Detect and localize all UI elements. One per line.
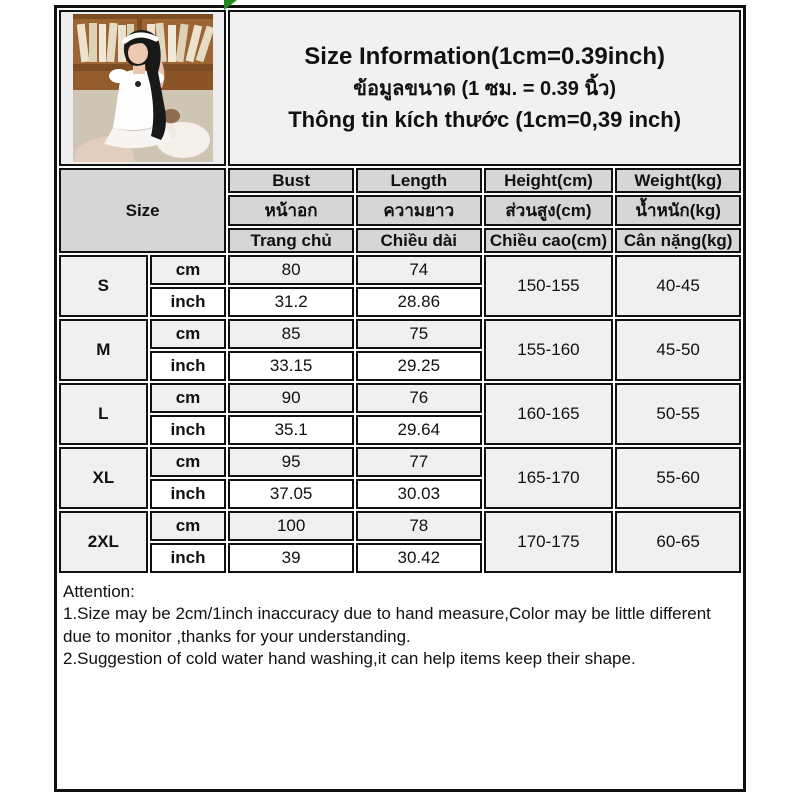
header-weight-vi: Cân nặng(kg) (615, 228, 741, 253)
xl-height: 165-170 (483, 447, 614, 509)
header-height-th: ส่วนสูง(cm) (483, 195, 614, 226)
header-bust-th: หน้าอก (228, 195, 354, 226)
l-length-inch: 29.64 (355, 415, 482, 445)
row-s-cm: S cm 80 74 150-155 40-45 (59, 255, 741, 317)
unit-inch: inch (149, 479, 227, 509)
header-bust-vi: Trang chủ (228, 228, 354, 253)
row-xl-inch: inch 37.05 30.03 (59, 479, 741, 509)
header-bust-en: Bust (228, 168, 354, 193)
m-bust-inch: 33.15 (228, 351, 354, 381)
row-m-inch: inch 33.15 29.25 (59, 351, 741, 381)
l-bust-inch: 35.1 (228, 415, 354, 445)
green-corner-marker (224, 0, 237, 10)
l-bust-cm: 90 (228, 383, 354, 413)
attention-section: Attention: 1.Size may be 2cm/1inch inacc… (57, 575, 743, 671)
books (76, 22, 213, 63)
unit-cm: cm (149, 255, 227, 285)
unit-inch: inch (149, 287, 227, 317)
2xl-bust-inch: 39 (228, 543, 354, 573)
row-2xl-inch: inch 39 30.42 (59, 543, 741, 573)
header-weight-th: น้ำหนัก(kg) (615, 195, 741, 226)
top-row: Size Information(1cm=0.39inch) ข้อมูลขนา… (59, 10, 741, 166)
s-bust-inch: 31.2 (228, 287, 354, 317)
2xl-length-cm: 78 (355, 511, 482, 541)
2xl-weight: 60-65 (615, 511, 741, 573)
size-column-header: Size (59, 168, 227, 253)
header-length-th: ความยาว (355, 195, 482, 226)
attention-note-1: 1.Size may be 2cm/1inch inaccuracy due t… (63, 604, 711, 646)
size-chart-panel: Size Information(1cm=0.39inch) ข้อมูลขนา… (54, 5, 746, 792)
size-table: Size Information(1cm=0.39inch) ข้อมูลขนา… (57, 8, 743, 575)
unit-cm: cm (149, 511, 227, 541)
size-label-l: L (59, 383, 148, 445)
size-info-title-vi: Thông tin kích thước (1cm=0,39 inch) (288, 106, 682, 132)
s-length-cm: 74 (355, 255, 482, 285)
l-height: 160-165 (483, 383, 614, 445)
unit-cm: cm (149, 319, 227, 349)
m-bust-cm: 85 (228, 319, 354, 349)
2xl-height: 170-175 (483, 511, 614, 573)
unit-inch: inch (149, 415, 227, 445)
xl-length-inch: 30.03 (355, 479, 482, 509)
attention-heading: Attention: (63, 582, 135, 601)
size-label-2xl: 2XL (59, 511, 148, 573)
header-length-en: Length (355, 168, 482, 193)
unit-cm: cm (149, 383, 227, 413)
xl-bust-inch: 37.05 (228, 479, 354, 509)
header-row-en: Size Bust Length Height(cm) Weight(kg) (59, 168, 741, 253)
s-bust-cm: 80 (228, 255, 354, 285)
s-length-inch: 28.86 (355, 287, 482, 317)
header-weight-en: Weight(kg) (615, 168, 741, 193)
unit-inch: inch (149, 543, 227, 573)
s-height: 150-155 (483, 255, 614, 317)
l-length-cm: 76 (355, 383, 482, 413)
header-height-vi: Chiều cao(cm) (483, 228, 614, 253)
s-weight: 40-45 (615, 255, 741, 317)
product-photo (72, 14, 213, 162)
size-info-title-th: ข้อมูลขนาด (1 ซม. = 0.39 นิ้ว) (353, 77, 617, 100)
row-s-inch: inch 31.2 28.86 (59, 287, 741, 317)
size-info-title-cell: Size Information(1cm=0.39inch) ข้อมูลขนา… (228, 10, 741, 166)
row-xl-cm: XL cm 95 77 165-170 55-60 (59, 447, 741, 509)
size-label-xl: XL (59, 447, 148, 509)
xl-weight: 55-60 (615, 447, 741, 509)
xl-length-cm: 77 (355, 447, 482, 477)
xl-bust-cm: 95 (228, 447, 354, 477)
header-row-vi: Trang chủ Chiều dài Chiều cao(cm) Cân nặ… (59, 228, 741, 253)
row-l-inch: inch 35.1 29.64 (59, 415, 741, 445)
2xl-length-inch: 30.42 (355, 543, 482, 573)
row-2xl-cm: 2XL cm 100 78 170-175 60-65 (59, 511, 741, 573)
l-weight: 50-55 (615, 383, 741, 445)
unit-inch: inch (149, 351, 227, 381)
m-height: 155-160 (483, 319, 614, 381)
row-m-cm: M cm 85 75 155-160 45-50 (59, 319, 741, 381)
product-photo-cell (59, 10, 227, 166)
header-length-vi: Chiều dài (355, 228, 482, 253)
size-info-title-en: Size Information(1cm=0.39inch) (304, 43, 666, 71)
size-label-m: M (59, 319, 148, 381)
header-row-th: หน้าอก ความยาว ส่วนสูง(cm) น้ำหนัก(kg) (59, 195, 741, 226)
attention-note-2: 2.Suggestion of cold water hand washing,… (63, 649, 636, 669)
m-length-inch: 29.25 (355, 351, 482, 381)
unit-cm: cm (149, 447, 227, 477)
m-length-cm: 75 (355, 319, 482, 349)
header-height-en: Height(cm) (483, 168, 614, 193)
2xl-bust-cm: 100 (228, 511, 354, 541)
size-label-s: S (59, 255, 148, 317)
row-l-cm: L cm 90 76 160-165 50-55 (59, 383, 741, 445)
m-weight: 45-50 (615, 319, 741, 381)
